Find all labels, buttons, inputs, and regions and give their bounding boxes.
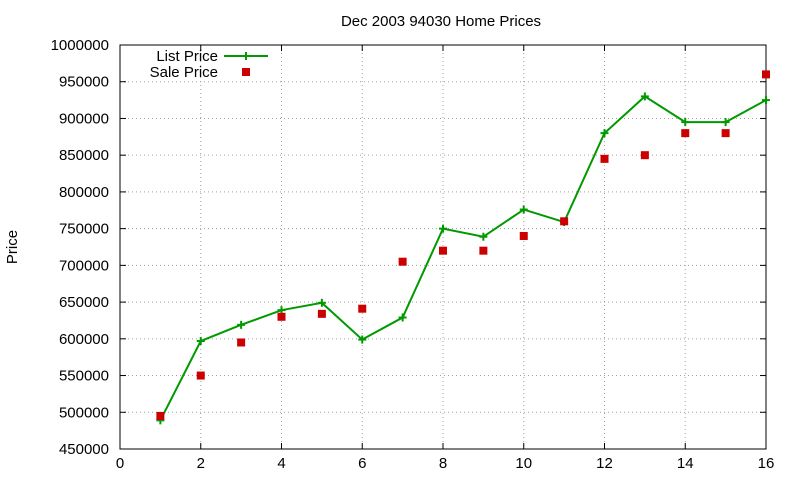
legend-label-sale-price: Sale Price [150, 64, 218, 81]
list-price-point [519, 205, 528, 214]
sale-price-point [479, 246, 488, 255]
sale-price-point [398, 257, 407, 266]
y-tick-label: 600000 [59, 331, 109, 348]
legend: List Price Sale Price [150, 48, 268, 81]
legend-square-marker [242, 68, 250, 76]
y-tick-label: 500000 [59, 404, 109, 421]
x-tick-label: 16 [758, 455, 775, 472]
list-price-point [681, 118, 690, 127]
x-tick-label: 4 [277, 455, 285, 472]
y-tick-label: 950000 [59, 74, 109, 91]
list-price-point [196, 337, 205, 346]
y-tick-label: 1000000 [51, 37, 109, 54]
legend-swatch-list-price [224, 52, 268, 60]
legend-swatch-sale-price [242, 68, 250, 76]
sale-price-point [277, 312, 286, 321]
chart-title: Dec 2003 94030 Home Prices [341, 13, 541, 30]
sale-price-point [156, 411, 165, 420]
x-tick-label: 8 [439, 455, 447, 472]
sale-price-point [358, 304, 367, 313]
x-tick-label: 2 [197, 455, 205, 472]
list-price-point [237, 320, 246, 329]
list-price-point [479, 232, 488, 241]
list-price-point [640, 92, 649, 101]
list-price-point [398, 313, 407, 322]
x-tick-label: 14 [677, 455, 694, 472]
y-tick-label: 750000 [59, 221, 109, 238]
sale-price-point [721, 129, 730, 138]
x-tick-label: 10 [515, 455, 532, 472]
sale-price-point [681, 129, 690, 138]
list-price-point [721, 118, 730, 127]
sale-price-point [196, 371, 205, 380]
series-line-list-price [159, 95, 767, 421]
ticks-layer [119, 44, 767, 450]
y-tick-label: 900000 [59, 110, 109, 127]
y-axis-label: Price [4, 230, 21, 264]
x-tick-label: 12 [596, 455, 613, 472]
list-price-point [600, 129, 609, 138]
y-tick-label: 700000 [59, 257, 109, 274]
sale-price-point [439, 246, 447, 255]
sale-price-point [237, 338, 246, 347]
sale-price-point [560, 217, 569, 226]
sale-price-point [762, 70, 770, 79]
sale-price-point [640, 151, 649, 160]
sale-price-point [317, 309, 326, 318]
y-tick-label: 650000 [59, 294, 109, 311]
series-layer [156, 70, 770, 425]
x-tick-label: 0 [116, 455, 124, 472]
legend-label-list-price: List Price [156, 48, 218, 65]
tick-labels: 0 2 4 6 8 10 12 14 16 450000 500000 550000 600000 650… [51, 37, 775, 472]
grid-layer [120, 45, 766, 449]
list-price-point [317, 298, 326, 307]
legend-cross-marker [242, 52, 250, 60]
list-price-point [762, 96, 770, 105]
list-price-point [358, 335, 367, 344]
x-tick-label: 6 [358, 455, 366, 472]
y-tick-label: 450000 [59, 441, 109, 458]
sale-price-point [600, 154, 609, 163]
list-price-point [439, 224, 447, 233]
y-tick-label: 800000 [59, 184, 109, 201]
sale-price-point [519, 231, 528, 240]
y-tick-label: 850000 [59, 147, 109, 164]
y-tick-label: 550000 [59, 368, 109, 385]
